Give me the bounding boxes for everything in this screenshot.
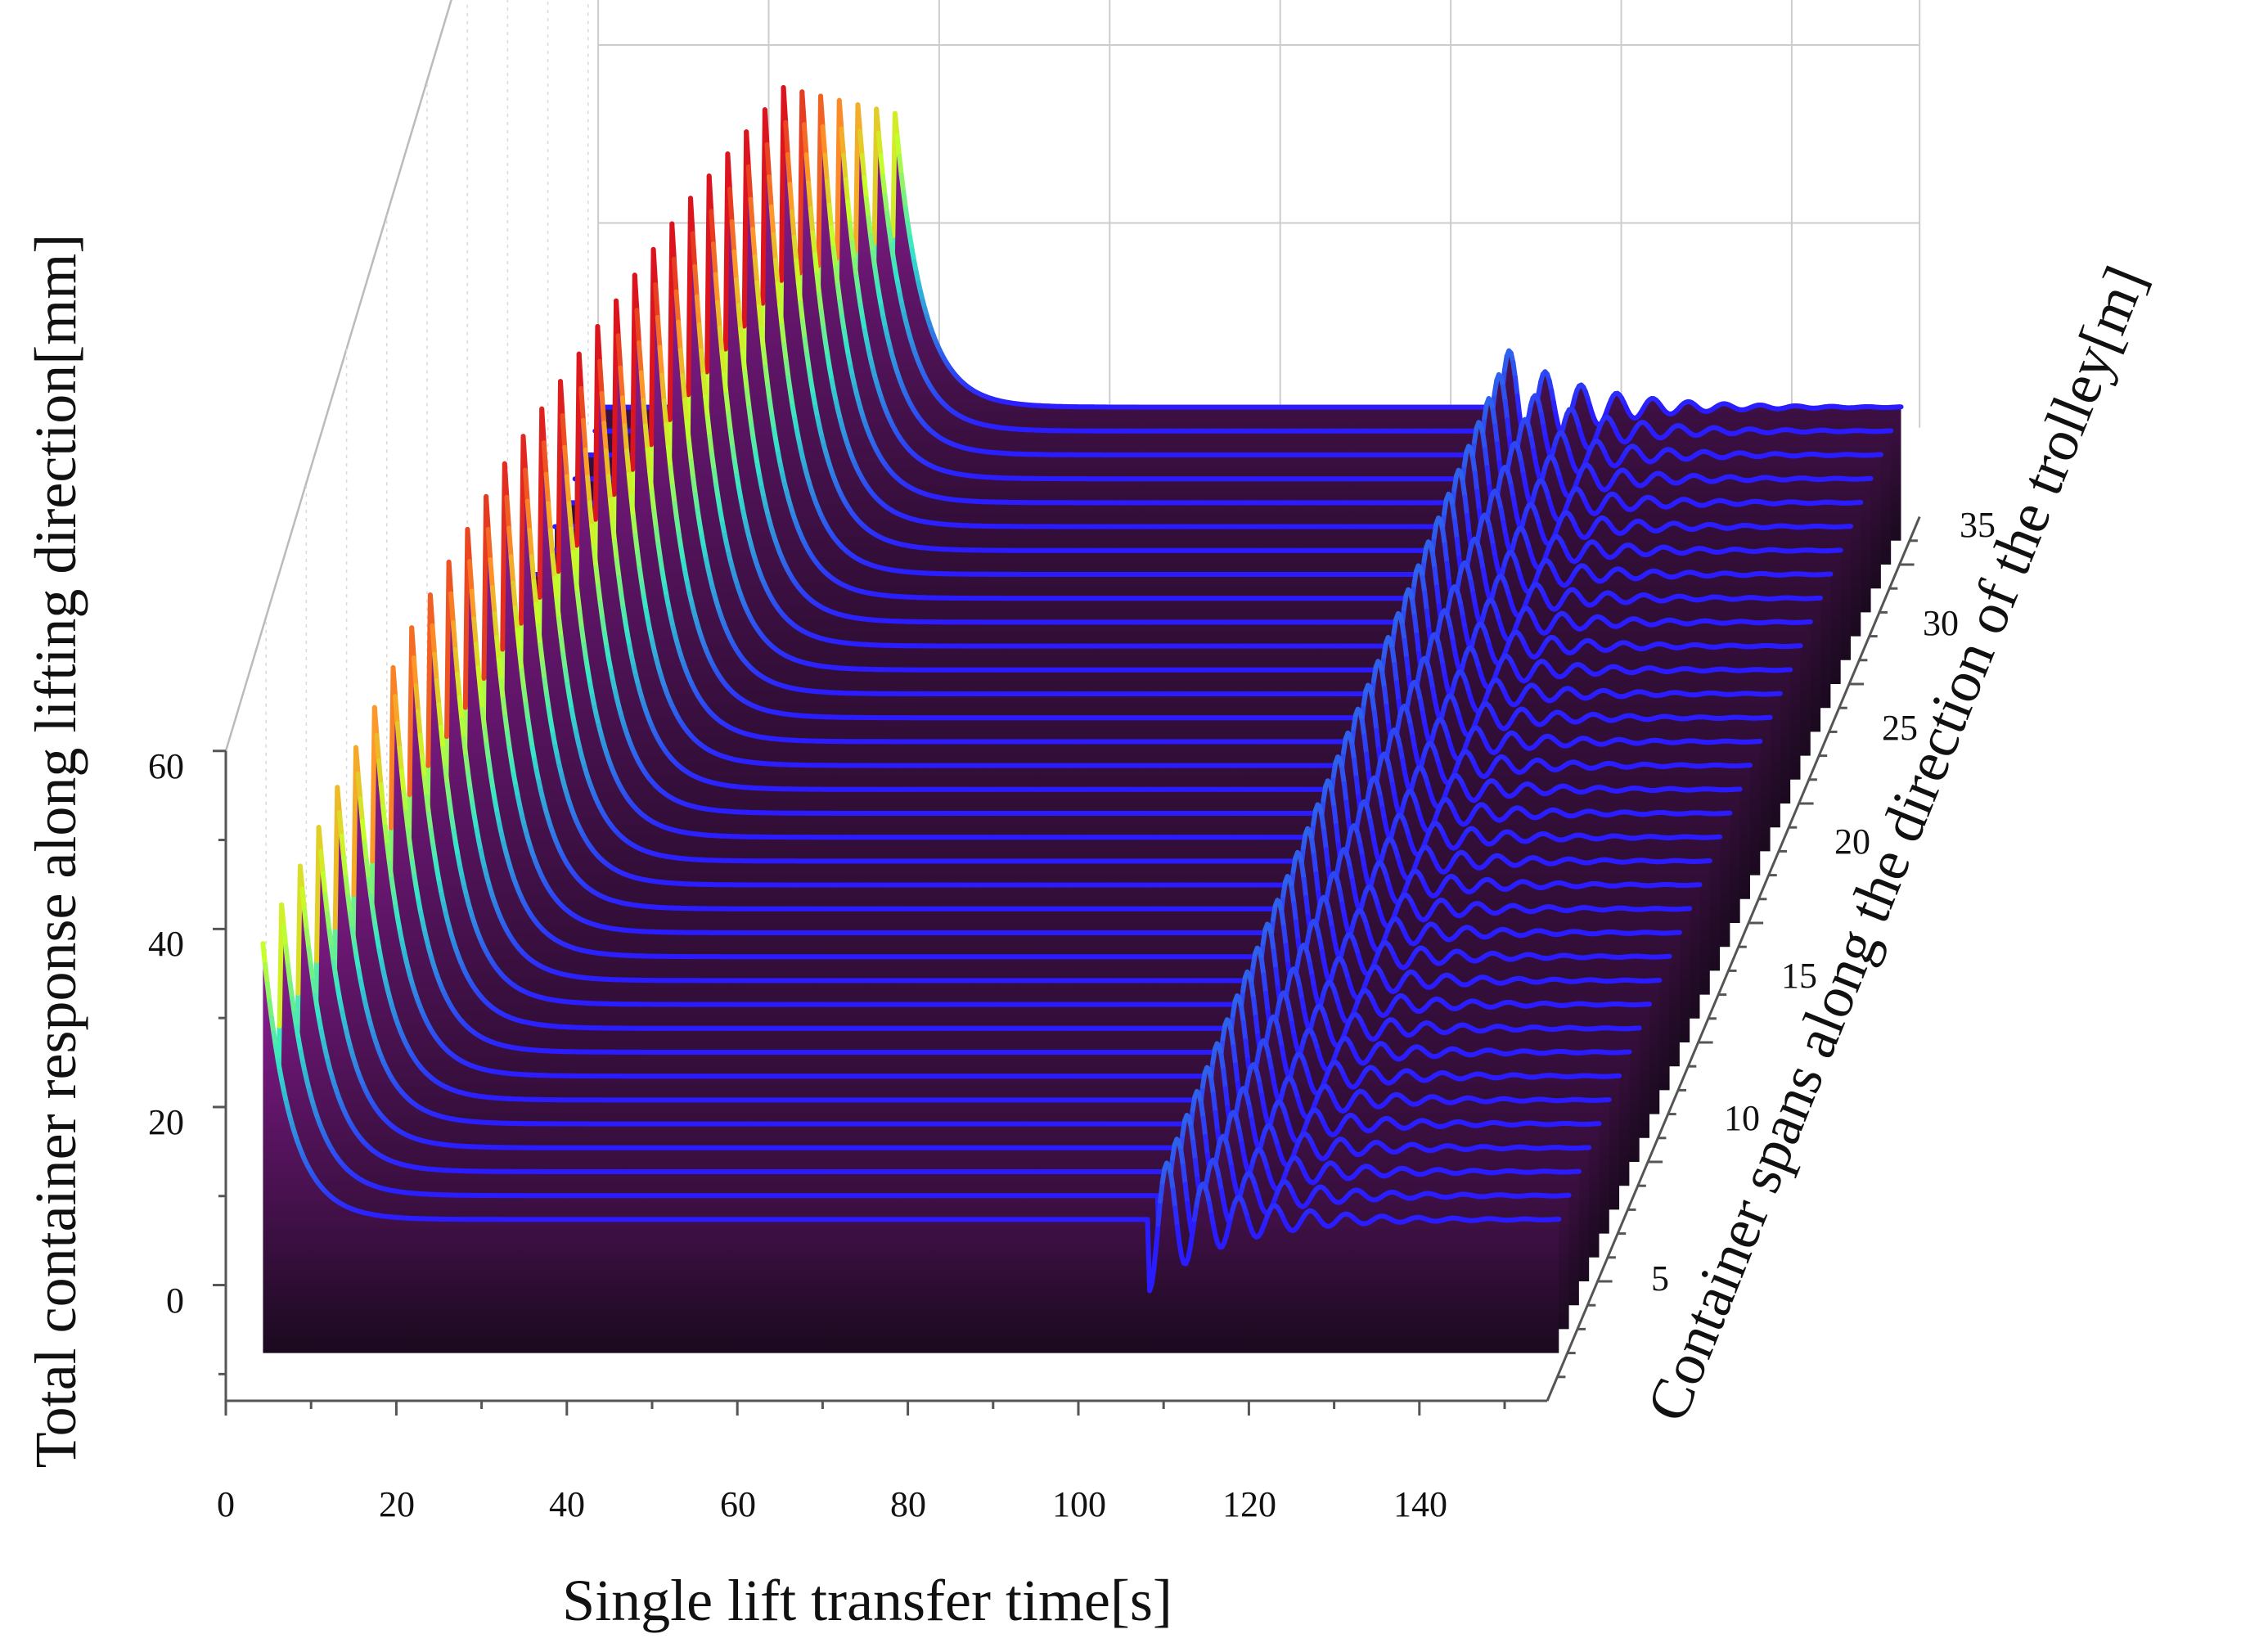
series-line-segment (788, 155, 790, 184)
series-line-segment (1475, 473, 1478, 491)
series-line-segment (785, 123, 788, 155)
series-line-segment (1445, 545, 1447, 563)
series-line-segment (850, 223, 853, 242)
series-line-segment (1447, 563, 1450, 582)
series-line-segment (1487, 467, 1490, 486)
series-line-segment (782, 326, 785, 344)
series-line-segment (1495, 425, 1497, 443)
series-line-segment (858, 105, 861, 131)
series-line-segment (838, 286, 840, 302)
series-line-segment (825, 155, 827, 181)
series-line-segment (885, 196, 888, 214)
series-line-segment (854, 260, 857, 277)
series-line-segment (807, 155, 809, 182)
series-line-segment (1505, 402, 1508, 420)
series-line-segment (1457, 539, 1460, 558)
series-line-segment (887, 214, 889, 230)
series-line-segment (1467, 515, 1469, 534)
series-line-segment (765, 110, 767, 145)
series-line-segment (808, 182, 811, 209)
series-line-segment (772, 207, 774, 235)
series-line-segment (784, 344, 786, 362)
series-line-segment (767, 145, 770, 178)
series-line-segment (778, 284, 781, 306)
series-line-segment (1477, 492, 1479, 511)
series-line-segment (1497, 443, 1500, 462)
series-line-segment (1515, 378, 1518, 396)
series-line-segment (799, 282, 801, 303)
series-line-segment (846, 179, 848, 202)
series-line-segment (827, 181, 830, 205)
series-line-segment (839, 101, 842, 129)
series-line-segment (831, 227, 834, 248)
series-line-segment (769, 177, 772, 207)
series-line-segment (860, 131, 862, 155)
series-line-segment (835, 268, 838, 286)
series-line-segment (792, 212, 794, 237)
series-line-segment (864, 178, 866, 199)
series-line-segment (817, 275, 820, 294)
series-line-segment (803, 322, 805, 339)
series-line-segment (871, 236, 873, 252)
series-line-segment (879, 133, 881, 155)
series-line-segment (773, 235, 776, 260)
series-line-segment (895, 114, 898, 136)
series-line-segment (841, 129, 844, 155)
series-line-segment (790, 184, 792, 212)
series-line-segment (834, 249, 836, 268)
series-line-segment (869, 218, 871, 236)
series-line-segment (796, 261, 799, 283)
series-line-segment (876, 109, 879, 133)
series-line-segment (812, 232, 815, 254)
series-line-segment (1455, 521, 1457, 539)
series-line-segment (899, 156, 902, 175)
series-line-segment (780, 305, 782, 326)
series-line-segment (821, 97, 823, 127)
series-line-segment (848, 202, 850, 223)
series-group (263, 88, 1901, 1353)
series-line-segment (866, 199, 869, 218)
series-line-segment (823, 127, 826, 155)
series-line-segment (776, 260, 778, 284)
series-line-segment (902, 175, 904, 192)
series-line-segment (1485, 449, 1487, 467)
series-line-segment (844, 155, 846, 180)
series-line-segment (898, 136, 900, 156)
series-line-segment (811, 209, 813, 232)
series-line-segment (800, 303, 803, 322)
series-line-segment (815, 254, 817, 275)
series-line-segment (830, 205, 832, 227)
series-line-segment (880, 155, 883, 176)
series-line-segment (802, 92, 804, 124)
series-line-segment (819, 294, 821, 311)
series-line-segment (852, 242, 854, 260)
series-line-segment (1518, 396, 1520, 415)
series-line-segment (862, 155, 865, 178)
series-line-segment (1507, 420, 1510, 439)
series-line-segment (794, 237, 797, 261)
series-line-segment (1465, 497, 1468, 515)
series-line-segment (804, 124, 807, 155)
series-line-segment (883, 177, 885, 196)
series-line-segment (784, 88, 786, 123)
